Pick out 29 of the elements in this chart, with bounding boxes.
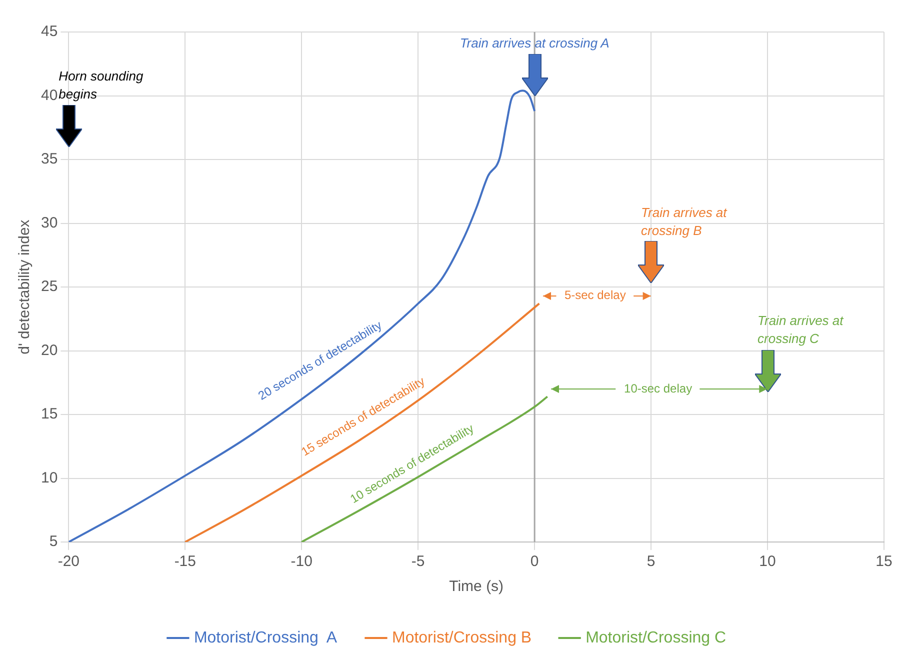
x-tick-label: 0 [530, 553, 539, 570]
x-tick-label: 5 [646, 553, 656, 570]
legend-label: Motorist/Crossing A [194, 629, 338, 646]
y-axis-title: d' detectability index [16, 219, 34, 354]
x-tick-label: -15 [174, 553, 196, 570]
y-tick-label: 20 [40, 342, 58, 359]
y-tick-label: 10 [40, 469, 58, 486]
y-tick-label: 30 [40, 214, 58, 232]
line-series [184, 302, 540, 542]
x-axis-title: Time (s) [449, 578, 504, 596]
y-tick-label: 45 [40, 23, 58, 40]
annotation: Train arrives at crossing A [460, 35, 610, 50]
annotation: Train arrives at crossing C [758, 313, 845, 346]
y-tick-label: 25 [40, 278, 58, 296]
annotation: 10-sec delay [624, 381, 692, 396]
annotation: Horn sounding begins [58, 68, 144, 102]
x-tick-label: -5 [411, 553, 425, 570]
y-tick-label: 5 [49, 533, 58, 550]
y-tick-label: 15 [40, 406, 58, 423]
annotation: Train arrives at crossing B [641, 204, 728, 238]
y-tick-label: 35 [40, 150, 58, 168]
x-tick-label: -20 [58, 553, 80, 570]
x-tick-label: 10 [759, 553, 776, 570]
x-tick-label: 15 [876, 553, 892, 570]
legend-label: Motorist/Crossing C [586, 629, 726, 646]
x-tick-label: -10 [290, 553, 312, 570]
y-tick-label: 40 [40, 86, 58, 104]
annotation: 5-sec delay [564, 288, 626, 302]
legend-label: Motorist/Crossing B [392, 629, 532, 646]
